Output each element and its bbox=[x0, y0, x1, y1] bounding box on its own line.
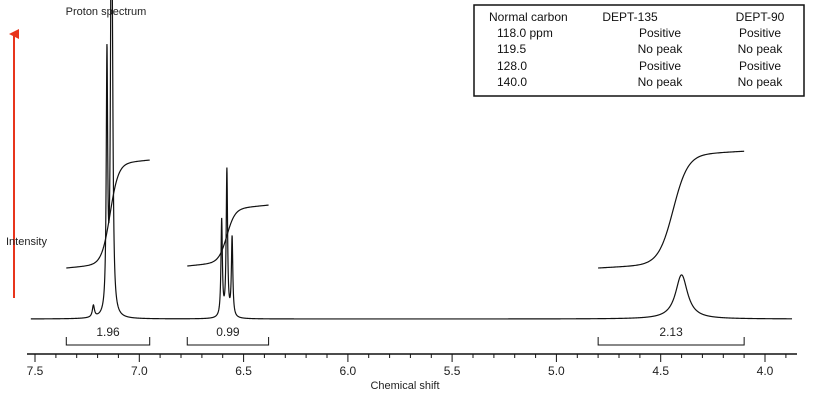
x-tick-label: 4.0 bbox=[757, 364, 774, 378]
x-tick-label: 5.5 bbox=[444, 364, 461, 378]
dept-row-3-dept90: Positive bbox=[739, 59, 781, 73]
integration-curve bbox=[66, 159, 150, 269]
dept-header-normal-carbon: Normal carbon bbox=[489, 10, 568, 24]
dept-row-2-dept90: No peak bbox=[738, 42, 784, 56]
dept-row-2-dept135: No peak bbox=[638, 42, 684, 56]
dept-row-4-normal: 140.0 bbox=[497, 75, 527, 89]
x-tick-label: 7.5 bbox=[27, 364, 44, 378]
integral-bracket bbox=[65, 337, 151, 346]
dept-row-3-dept135: Positive bbox=[639, 59, 681, 73]
integral-label: 0.99 bbox=[216, 325, 240, 339]
integral-bracket bbox=[597, 337, 745, 346]
x-tick-label: 6.5 bbox=[235, 364, 252, 378]
dept-table-border bbox=[473, 4, 805, 97]
dept-header-dept-135: DEPT-135 bbox=[602, 10, 658, 24]
dept-table: Normal carbon DEPT-135 DEPT-90 118.0 ppm… bbox=[473, 4, 805, 97]
integration-curves bbox=[66, 150, 745, 269]
dept-row-4-dept90: No peak bbox=[738, 75, 784, 89]
integral-bracket bbox=[186, 337, 270, 346]
x-tick-label: 4.5 bbox=[652, 364, 669, 378]
chart-title: Proton spectrum bbox=[66, 6, 147, 18]
dept-row-1-dept90: Positive bbox=[739, 26, 781, 40]
x-axis-label: Chemical shift bbox=[370, 380, 439, 392]
x-ticks: 7.5 7.0 6.5 6.0 5.5 5.0 4.5 4.0 bbox=[27, 354, 787, 378]
integral-label: 1.96 bbox=[96, 325, 120, 339]
dept-header-dept-90: DEPT-90 bbox=[736, 10, 785, 24]
dept-row-4-dept135: No peak bbox=[638, 75, 684, 89]
dept-row-1-normal: 118.0 ppm bbox=[497, 26, 553, 40]
integration-curve bbox=[598, 150, 745, 269]
integrals: 1.96 0.99 2.13 bbox=[65, 325, 745, 346]
x-tick-label: 5.0 bbox=[548, 364, 565, 378]
x-tick-label: 6.0 bbox=[340, 364, 357, 378]
spectrum-line bbox=[30, 0, 793, 320]
x-tick-label: 7.0 bbox=[131, 364, 148, 378]
integral-label: 2.13 bbox=[659, 325, 683, 339]
integration-curve bbox=[187, 204, 269, 267]
dept-row-3-normal: 128.0 bbox=[497, 59, 527, 73]
dept-row-1-dept135: Positive bbox=[639, 26, 681, 40]
dept-row-2-normal: 119.5 bbox=[497, 42, 526, 56]
y-axis-label: Intensity bbox=[6, 236, 47, 248]
